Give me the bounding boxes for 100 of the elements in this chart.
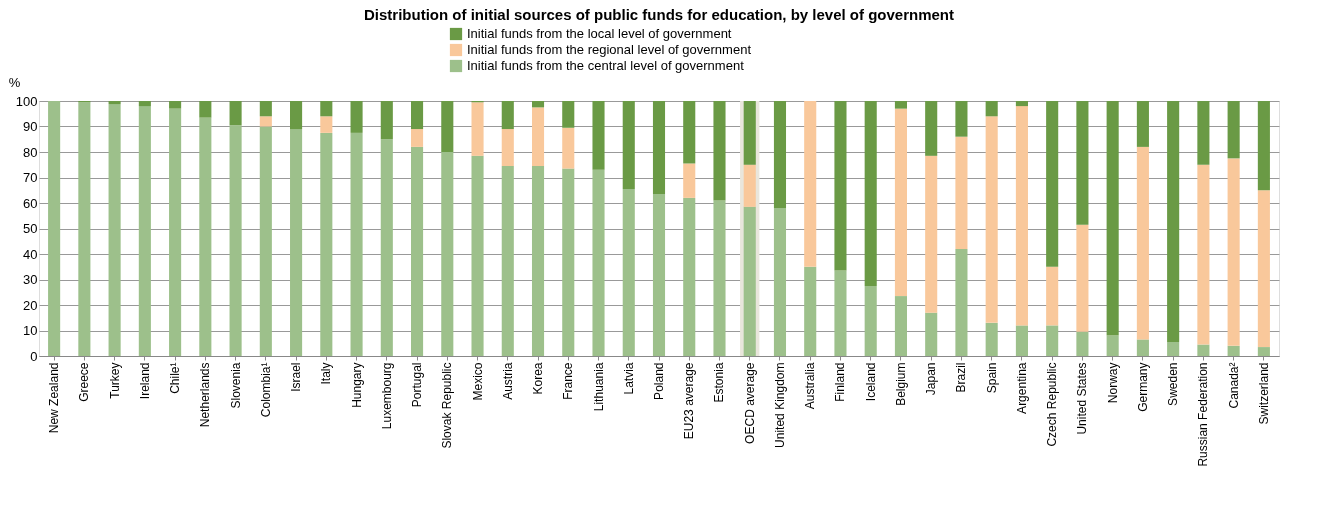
bar [894,108,907,297]
y-tick-label: 50 [23,221,38,236]
x-tick-label: Norway [1105,362,1120,404]
bar [1015,101,1028,107]
x-tick-label: Iceland [863,362,878,402]
bar [955,101,968,137]
bar [894,296,907,356]
bar [864,101,877,286]
bar [531,107,545,167]
bar [1046,101,1059,267]
bar [138,101,151,107]
bar [1227,158,1240,346]
x-tick-label: Estonia [712,362,727,403]
x-tick-label: Japan [924,362,939,396]
bar [1167,101,1180,342]
bar [773,208,787,356]
legend-label: Initial funds from the central level of government [467,58,745,73]
bar [320,132,333,356]
bar [441,152,454,356]
bar [290,101,303,130]
bar [925,312,938,356]
bar [108,101,121,105]
bar [1015,106,1028,326]
bar [713,101,726,201]
bar [955,248,968,356]
bar [622,188,635,356]
x-tick-label: Argentina [1014,362,1029,414]
bar [138,106,151,356]
bar [229,125,242,356]
x-tick-label: United Kingdom [772,362,787,448]
x-tick-label: Portugal [410,362,425,408]
bar [411,146,424,356]
bar [713,200,726,356]
bar [1106,101,1119,336]
x-tick-label: Colombia¹ [258,362,273,418]
bar [985,116,998,323]
bar [471,155,484,356]
y-tick-label: 100 [15,93,38,109]
x-tick-label: Turkey [107,362,122,399]
bar [1257,101,1270,191]
y-tick-label: 30 [23,272,38,287]
y-tick-label: 40 [23,246,38,262]
bar [743,206,756,356]
bar [1257,347,1270,356]
x-tick-label: Finland [833,362,848,402]
bar [683,101,696,164]
bar [1197,101,1210,165]
bar [683,197,696,356]
x-tick-label: Italy [319,362,334,385]
bar [1197,164,1210,345]
bar [622,101,635,189]
bar [290,129,303,356]
bar [562,101,575,128]
legend-label: Initial funds from the local level of government [467,26,732,41]
bar [834,270,847,356]
bar [320,101,333,117]
bar [1076,101,1089,225]
x-tick-label: Australia [803,362,818,410]
bar [1257,190,1270,348]
chart-title: Distribution of initial sources of public funds for education, by level of government [363,6,955,23]
x-tick-label: United States [1075,362,1090,435]
x-tick-label: Korea [531,362,546,395]
bar [1136,101,1149,147]
x-tick-label: Israel [289,362,304,392]
x-tick-label: OECD average [742,362,757,444]
x-tick-label: Greece [77,362,92,402]
bar [199,101,212,118]
bar [350,101,363,133]
bar [531,101,545,108]
x-tick-label: Mexico [470,362,485,401]
bar [108,104,121,356]
bar [985,101,998,117]
bar [1076,331,1089,356]
bar [1015,325,1028,356]
x-tick-label: France [561,362,576,400]
x-tick-label: Sweden [1166,362,1181,406]
bar [1167,341,1180,356]
bar [411,129,424,147]
bar [471,102,484,156]
bar [562,168,575,356]
bar [562,127,575,169]
x-tick-label: Canada² [1226,362,1241,409]
bar [1136,339,1149,356]
legend-label: Initial funds from the regional level of government [467,42,752,57]
x-tick-label: Lithuania [591,362,606,412]
x-tick-label: Luxembourg [379,362,394,430]
bar [864,285,877,356]
bar [683,163,696,198]
bar [259,126,272,356]
bar [229,101,242,126]
x-tick-label: Poland [652,362,666,400]
x-tick-label: Russian Federation [1196,362,1211,467]
bar [894,101,907,109]
x-tick-label: EU23 average [682,362,697,440]
bar [501,166,514,356]
x-tick-label: Czech Republic [1045,362,1060,447]
bar [48,101,61,356]
y-tick-label: 10 [23,323,38,338]
bar [531,166,545,356]
bar [199,117,212,356]
